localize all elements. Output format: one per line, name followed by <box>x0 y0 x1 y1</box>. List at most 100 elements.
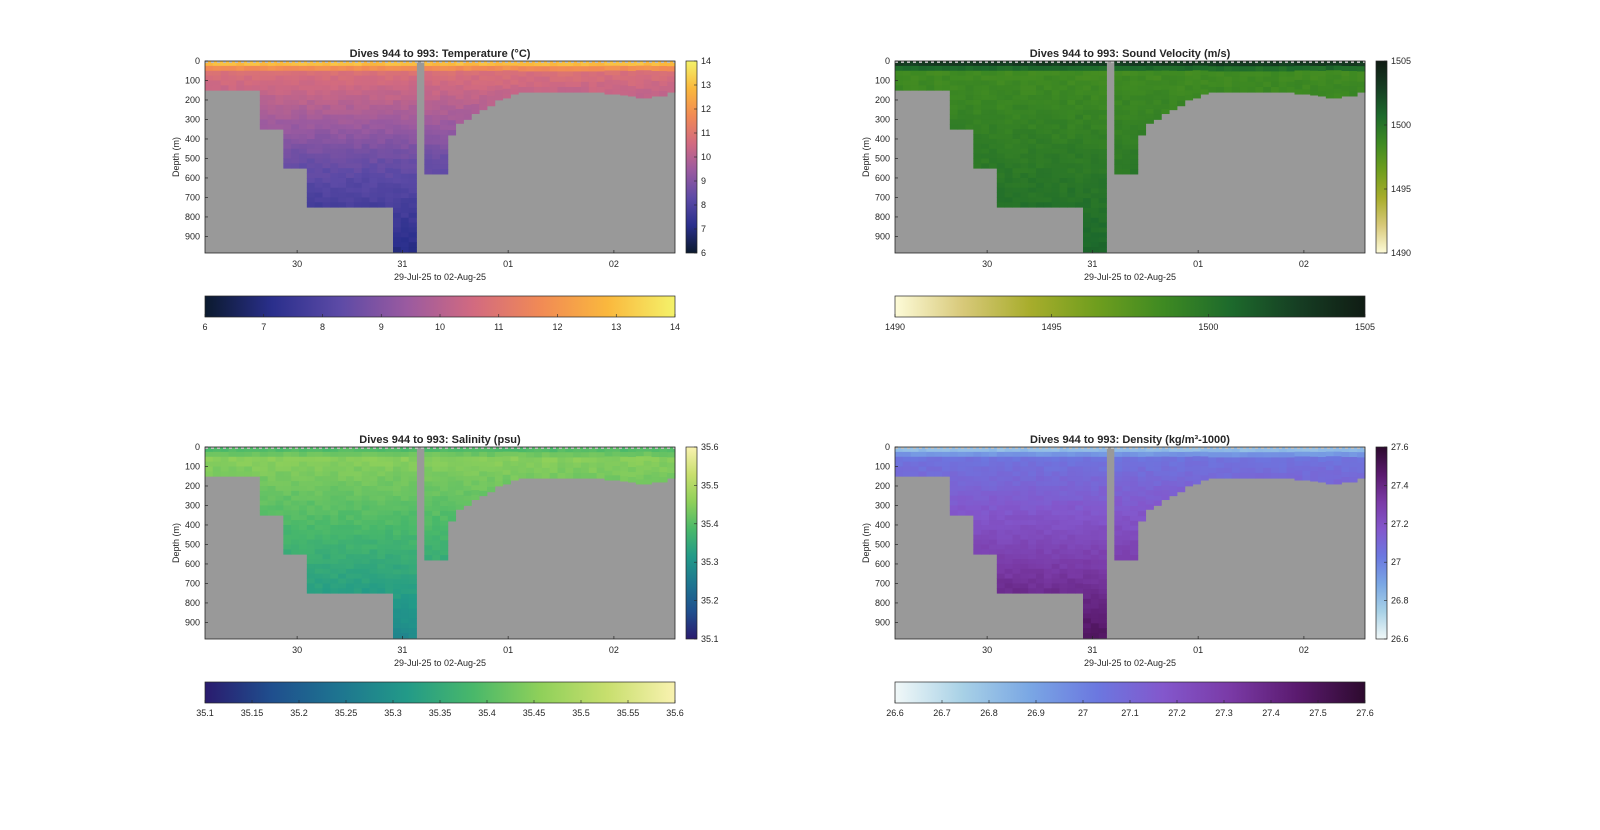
heatmap-cell <box>957 466 966 472</box>
heatmap-cell <box>487 451 496 458</box>
heatmap-cell <box>377 490 386 497</box>
heatmap-cell <box>299 99 308 106</box>
heatmap-cell <box>306 90 316 96</box>
heatmap-cell <box>989 515 998 521</box>
heatmap-cell <box>541 457 551 463</box>
heatmap-cell <box>267 119 276 125</box>
heatmap-cell <box>314 534 323 540</box>
heatmap-cell <box>1318 81 1327 87</box>
heatmap-cell <box>393 633 402 639</box>
heatmap-cell <box>651 76 660 82</box>
heatmap-cell <box>996 578 1006 584</box>
heatmap-cell <box>902 456 912 463</box>
heatmap-cell <box>1004 129 1013 135</box>
heatmap-cell <box>549 61 558 67</box>
heatmap-cell <box>643 88 652 94</box>
heatmap-cell <box>1090 486 1100 492</box>
heatmap-cell <box>275 471 284 477</box>
heatmap-cell <box>1043 148 1053 154</box>
heatmap-cell <box>322 485 331 492</box>
heatmap-cell <box>1169 104 1178 111</box>
heatmap-cell <box>981 447 990 453</box>
heatmap-cell <box>1036 471 1045 477</box>
heatmap-cell <box>385 70 394 77</box>
heatmap-cell <box>1083 154 1092 160</box>
heatmap-cell <box>322 61 331 67</box>
heatmap-cell <box>996 138 1006 145</box>
heatmap-cells <box>205 447 676 639</box>
heatmap-cell <box>1145 456 1154 462</box>
heatmap-cell <box>353 515 363 521</box>
heatmap-cell <box>440 481 449 487</box>
heatmap-cell <box>549 462 558 469</box>
heatmap-cell <box>1051 466 1060 472</box>
heatmap-cell <box>212 70 222 77</box>
heatmap-cell <box>989 99 998 106</box>
heatmap-cell <box>1090 447 1100 453</box>
heatmap-cell <box>1004 490 1013 497</box>
heatmap-cell <box>1208 447 1217 453</box>
y-tick-label: 700 <box>185 578 200 588</box>
heatmap-cell <box>1098 613 1107 619</box>
heatmap-cell <box>1098 510 1107 516</box>
heatmap-cell <box>1059 485 1068 492</box>
heatmap-cell <box>291 447 300 453</box>
heatmap-cell <box>1067 138 1076 145</box>
heatmap-cell <box>1075 578 1084 584</box>
heatmap-cell <box>1208 86 1217 93</box>
heatmap-cell <box>1145 461 1154 467</box>
heatmap-cell <box>267 456 276 463</box>
heatmap-cell <box>1004 192 1013 198</box>
heatmap-cell <box>393 227 402 233</box>
heatmap-cell <box>1098 232 1107 238</box>
heatmap-cell <box>1012 70 1021 77</box>
heatmap-cell <box>510 75 519 81</box>
heatmap-cell <box>1278 86 1288 93</box>
heatmap-cell <box>1286 86 1295 93</box>
heatmap-cell <box>1145 84 1154 91</box>
heatmap-cell <box>353 559 363 565</box>
heatmap-cell <box>1153 447 1162 453</box>
heatmap-cell <box>330 490 339 497</box>
heatmap-cell <box>1090 456 1100 463</box>
heatmap-cell <box>1043 75 1053 81</box>
x-tick-label: 02 <box>1299 645 1309 655</box>
heatmap-cell <box>1012 61 1021 67</box>
heatmap-cell <box>989 476 998 482</box>
heatmap-cell <box>1043 451 1053 458</box>
heatmap-cell <box>1004 583 1013 589</box>
y-tick-label: 100 <box>875 75 890 85</box>
heatmap-cell <box>1098 628 1107 634</box>
colorbar-tick-label: 26.7 <box>933 708 951 718</box>
heatmap-cell <box>314 461 323 467</box>
heatmap-cell <box>487 95 496 102</box>
heatmap-cell <box>981 544 990 550</box>
heatmap-cell <box>942 85 951 91</box>
heatmap-cell <box>651 457 660 463</box>
heatmap-cell <box>965 485 974 492</box>
heatmap-cell <box>1247 76 1256 83</box>
heatmap-cell <box>1012 202 1021 208</box>
heatmap-cell <box>973 466 982 472</box>
heatmap-cell <box>1216 81 1225 88</box>
heatmap-cell <box>957 119 966 125</box>
heatmap-cell <box>1004 90 1013 96</box>
heatmap-cell <box>989 119 998 125</box>
heatmap-cell <box>479 80 488 86</box>
heatmap-cell <box>1059 61 1068 67</box>
heatmap-cell <box>1325 479 1335 485</box>
heatmap-cell <box>1004 138 1013 145</box>
heatmap-cell <box>369 197 378 203</box>
heatmap-cell <box>1067 520 1076 526</box>
heatmap-cell <box>635 470 645 476</box>
heatmap-cell <box>353 158 363 164</box>
heatmap-cell <box>1028 143 1037 150</box>
heatmap-cell <box>1004 187 1013 193</box>
heatmap-cell <box>314 138 323 145</box>
y-tick-label: 200 <box>875 95 890 105</box>
heatmap-cell <box>267 505 276 511</box>
heatmap-cell <box>996 177 1006 184</box>
heatmap-cell <box>1333 93 1342 99</box>
heatmap-cell <box>369 80 378 86</box>
heatmap-cell <box>291 481 300 487</box>
